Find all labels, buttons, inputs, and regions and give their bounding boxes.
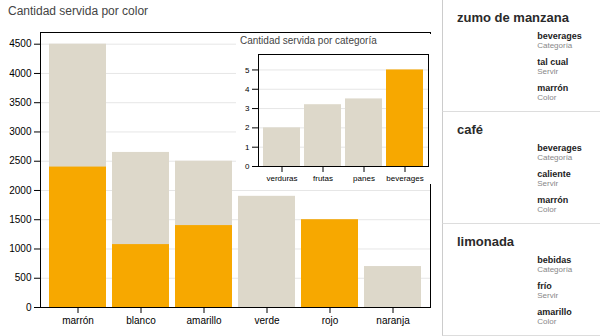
html-text:marrón: marrón	[537, 82, 569, 93]
svg-text:blanco: blanco	[126, 315, 156, 326]
html-text:Color: Color	[537, 92, 557, 102]
svg-text:4: 4	[245, 85, 250, 94]
svg-text:4000: 4000	[9, 68, 32, 79]
html-text:Categoría: Categoría	[537, 41, 573, 51]
html-text:marrón: marrón	[537, 194, 569, 205]
svg-text:3500: 3500	[9, 97, 32, 108]
html-text:caliente: caliente	[537, 169, 571, 180]
svg-text:2000: 2000	[9, 185, 32, 196]
svg-text:beverages: beverages	[386, 174, 423, 183]
svg-text:naranja: naranja	[376, 315, 410, 326]
html-text:Servir: Servir	[537, 291, 559, 301]
svg-text:1500: 1500	[9, 214, 32, 225]
svg-text:3: 3	[245, 104, 250, 113]
svg-text:2: 2	[245, 123, 250, 132]
html-text:Categoría: Categoría	[537, 265, 573, 275]
svg-text:1: 1	[245, 143, 250, 152]
svg-text:frutas: frutas	[313, 174, 333, 183]
svg-text:500: 500	[15, 272, 32, 283]
svg-text:verduras: verduras	[266, 174, 297, 183]
html-text:beverages: beverages	[537, 31, 582, 42]
svg-text:5: 5	[245, 66, 250, 75]
html-text:Color: Color	[537, 204, 557, 214]
html-text:beverages: beverages	[537, 143, 582, 154]
svg-text:1000: 1000	[9, 243, 32, 254]
svg-text:amarillo: amarillo	[186, 315, 221, 326]
svg-text:marrón: marrón	[62, 315, 94, 326]
svg-text:verde: verde	[254, 315, 279, 326]
svg-text:2500: 2500	[9, 155, 32, 166]
html-text:Cantidad servida por color: Cantidad servida por color	[8, 4, 149, 18]
html-text:Color: Color	[537, 316, 557, 326]
html-text:bebidas: bebidas	[537, 255, 572, 266]
svg-text:rojo: rojo	[322, 315, 339, 326]
html-text:Servir: Servir	[537, 67, 559, 77]
svg-text:0: 0	[26, 302, 32, 313]
html-text:zumo de manzana: zumo de manzana	[457, 10, 569, 25]
svg-text:4500: 4500	[9, 38, 32, 49]
html-text:amarillo: amarillo	[537, 306, 572, 317]
html-text:frío: frío	[537, 281, 552, 292]
html-text:Categoría: Categoría	[537, 153, 573, 163]
html-text:Cantidad servida por categoría: Cantidad servida por categoría	[240, 35, 377, 46]
html-text:Servir: Servir	[537, 179, 559, 189]
html-text:limonada: limonada	[457, 234, 515, 249]
svg-text:3000: 3000	[9, 126, 32, 137]
svg-text:panes: panes	[353, 174, 375, 183]
svg-text:0: 0	[245, 162, 250, 171]
html-text:tal cual: tal cual	[537, 57, 569, 68]
html-text:café: café	[457, 122, 483, 137]
